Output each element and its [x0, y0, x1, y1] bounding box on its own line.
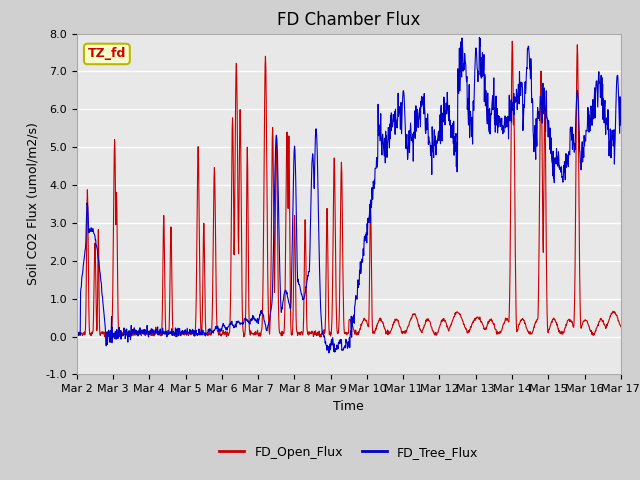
FD_Tree_Flux: [194, 331, 202, 336]
FD_Open_Flux: [617, 324, 625, 330]
FD_Open_Flux: [180, 332, 188, 338]
FD_Tree_Flux: [325, 350, 333, 356]
Line: FD_Tree_Flux: FD_Tree_Flux: [77, 37, 621, 353]
X-axis label: Time: Time: [333, 400, 364, 413]
FD_Open_Flux: [434, 330, 442, 336]
Text: TZ_fd: TZ_fd: [88, 48, 126, 60]
FD_Open_Flux: [508, 38, 516, 44]
FD_Tree_Flux: [434, 138, 442, 144]
Line: FD_Open_Flux: FD_Open_Flux: [77, 41, 621, 337]
FD_Tree_Flux: [255, 318, 262, 324]
Title: FD Chamber Flux: FD Chamber Flux: [277, 11, 420, 29]
FD_Tree_Flux: [617, 122, 625, 128]
FD_Tree_Flux: [505, 114, 513, 120]
FD_Open_Flux: [505, 319, 513, 325]
FD_Open_Flux: [73, 330, 81, 336]
FD_Tree_Flux: [476, 35, 483, 40]
FD_Open_Flux: [255, 331, 262, 337]
FD_Tree_Flux: [73, 333, 81, 338]
Y-axis label: Soil CO2 Flux (umol/m2/s): Soil CO2 Flux (umol/m2/s): [27, 122, 40, 286]
FD_Open_Flux: [553, 323, 561, 328]
Legend: FD_Open_Flux, FD_Tree_Flux: FD_Open_Flux, FD_Tree_Flux: [214, 441, 483, 464]
FD_Tree_Flux: [553, 159, 561, 165]
FD_Open_Flux: [317, 334, 325, 340]
FD_Open_Flux: [194, 155, 202, 160]
FD_Tree_Flux: [180, 328, 188, 334]
